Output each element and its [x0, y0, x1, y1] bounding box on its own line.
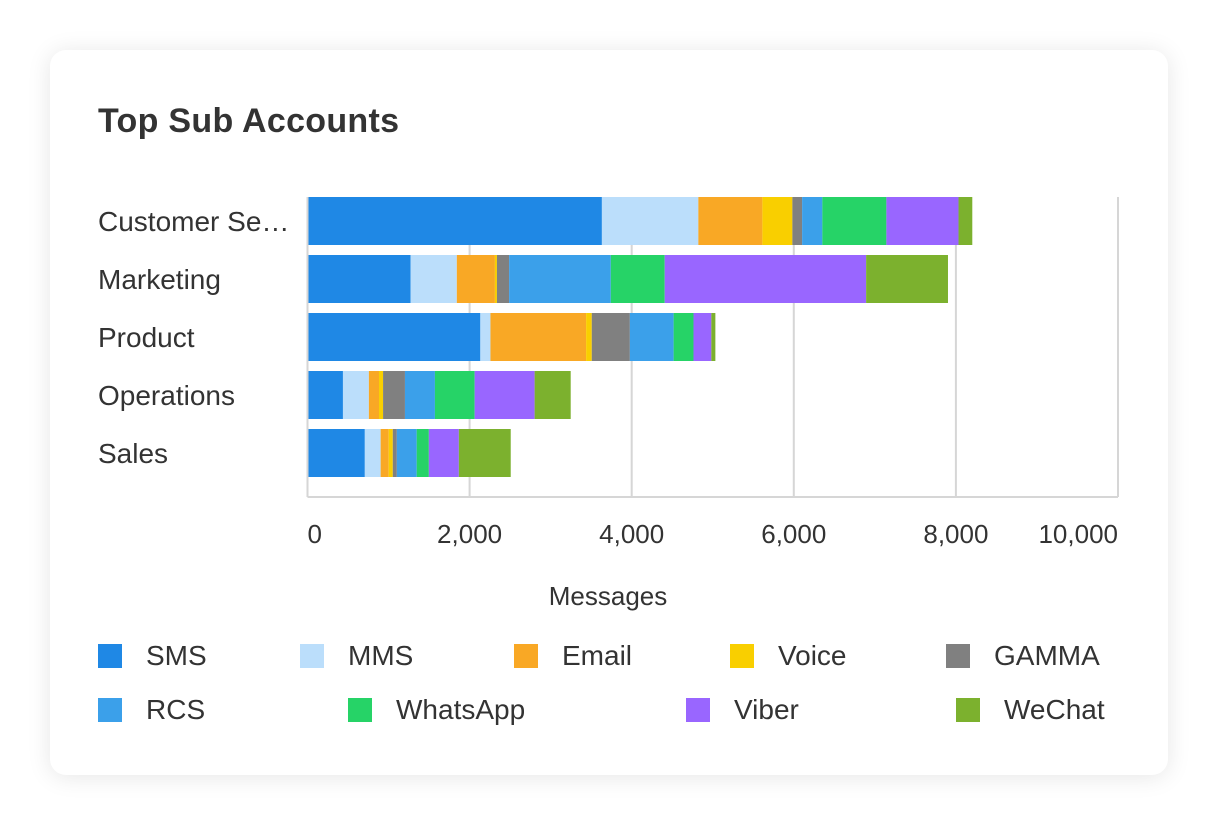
legend-label: Voice [778, 640, 847, 671]
legend-label: WeChat [1004, 694, 1105, 725]
bar-segment-rcs [629, 313, 674, 361]
legend-label: SMS [146, 640, 207, 671]
bar-segment-voice [388, 429, 393, 477]
bar-segment-mms [364, 429, 381, 477]
bar-segment-email [456, 255, 495, 303]
bar-segment-gamma [792, 197, 803, 245]
bar-segment-whatsapp [610, 255, 665, 303]
legend-swatch [946, 644, 970, 668]
legend-item-sms[interactable]: SMS [98, 640, 207, 672]
bar-segment-voice [494, 255, 497, 303]
bar-segment-wechat [534, 371, 571, 419]
bar-segment-mms [342, 371, 369, 419]
x-tick-label: 6,000 [761, 519, 826, 549]
legend-label: WhatsApp [396, 694, 526, 725]
legend-swatch [514, 644, 538, 668]
bar-segment-email [380, 429, 389, 477]
legend-label: MMS [348, 640, 414, 671]
x-tick-label: 0 [308, 519, 322, 549]
bar-segment-whatsapp [416, 429, 429, 477]
legend-swatch [300, 644, 324, 668]
legend-label: GAMMA [994, 640, 1100, 671]
legend-swatch [98, 644, 122, 668]
bar-segment-sms [308, 255, 411, 303]
legend-item-voice[interactable]: Voice [730, 640, 847, 672]
category-label: Customer Se… [98, 206, 289, 237]
legend-swatch [686, 698, 710, 722]
bar-segment-sms [308, 197, 602, 245]
bar-segment-rcs [396, 429, 417, 477]
bar-segment-voice [762, 197, 793, 245]
bar-segment-sms [308, 429, 365, 477]
legend-item-mms[interactable]: MMS [300, 640, 413, 672]
legend-item-email[interactable]: Email [514, 640, 632, 672]
bar-segment-whatsapp [673, 313, 694, 361]
bar-segment-viber [693, 313, 712, 361]
bar-segment-whatsapp [434, 371, 475, 419]
bar-segment-gamma [392, 429, 397, 477]
x-tick-label: 4,000 [599, 519, 664, 549]
bar-segment-viber [428, 429, 459, 477]
bar-segment-gamma [383, 371, 405, 419]
bar-segment-email [698, 197, 763, 245]
legend-label: Email [562, 640, 633, 671]
bar-segment-email [490, 313, 587, 361]
legend-swatch [956, 698, 980, 722]
category-label: Operations [98, 380, 235, 411]
legend-label: Viber [734, 694, 799, 725]
legend-item-whatsapp[interactable]: WhatsApp [348, 694, 525, 726]
x-axis-title: Messages [549, 581, 668, 611]
bar-segment-wechat [711, 313, 716, 361]
x-tick-label: 8,000 [923, 519, 988, 549]
bar-segment-viber [664, 255, 867, 303]
legend-swatch [730, 644, 754, 668]
category-label: Sales [98, 438, 168, 469]
legend-item-wechat[interactable]: WeChat [956, 694, 1105, 726]
bar-segment-gamma [496, 255, 510, 303]
bar-segment-rcs [404, 371, 435, 419]
legend-swatch [98, 698, 122, 722]
bar-segment-rcs [802, 197, 823, 245]
bar-segment-mms [410, 255, 457, 303]
bar-segment-voice [586, 313, 592, 361]
bar-segment-viber [886, 197, 959, 245]
bar-segment-sms [308, 371, 343, 419]
bar-segment-sms [308, 313, 481, 361]
bar-segment-voice [379, 371, 384, 419]
bar-segment-email [368, 371, 380, 419]
legend-item-viber[interactable]: Viber [686, 694, 799, 726]
legend-swatch [348, 698, 372, 722]
category-label: Marketing [98, 264, 221, 295]
bar-segment-mms [480, 313, 491, 361]
bar-segment-whatsapp [822, 197, 887, 245]
bar-segment-gamma [591, 313, 630, 361]
category-label: Product [98, 322, 195, 353]
x-tick-label: 2,000 [437, 519, 502, 549]
bar-segment-wechat [458, 429, 511, 477]
chart-card [50, 50, 1168, 775]
card-title: Top Sub Accounts [98, 102, 400, 140]
legend-label: RCS [146, 694, 206, 725]
legend-item-gamma[interactable]: GAMMA [946, 640, 1100, 672]
bar-segment-wechat [866, 255, 948, 303]
bar-segment-rcs [509, 255, 611, 303]
bar-segment-viber [474, 371, 535, 419]
bar-segment-mms [601, 197, 699, 245]
legend-item-rcs[interactable]: RCS [98, 694, 205, 726]
bar-segment-wechat [958, 197, 973, 245]
x-tick-label: 10,000 [1038, 519, 1118, 549]
